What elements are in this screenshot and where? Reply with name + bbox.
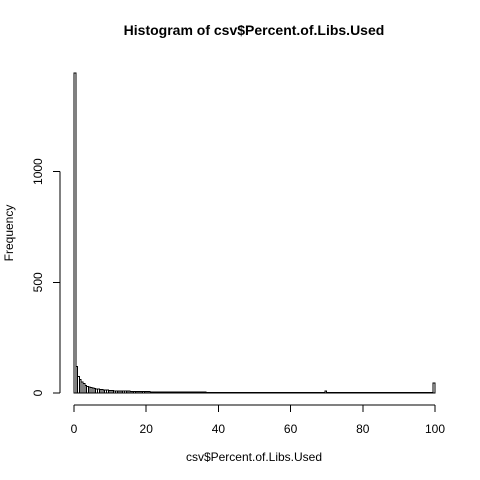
- x-tick-label: 40: [212, 422, 226, 436]
- x-tick-label: 100: [425, 422, 445, 436]
- histogram-bars: [73, 72, 436, 394]
- x-axis-label: csv$Percent.of.Libs.Used: [186, 450, 322, 464]
- y-axis-label: Frequency: [2, 205, 16, 262]
- x-axis: 0 20 40 60 80 100: [71, 404, 445, 436]
- x-tick-label: 60: [284, 422, 298, 436]
- y-tick-label: 1000: [31, 158, 45, 185]
- y-tick-label: 0: [31, 389, 45, 396]
- x-tick-label: 80: [356, 422, 370, 436]
- x-tick-label: 0: [71, 422, 78, 436]
- y-tick-label: 500: [31, 272, 45, 292]
- histogram-bar: [73, 72, 77, 394]
- x-tick-label: 20: [140, 422, 154, 436]
- chart-title: Histogram of csv$Percent.of.Libs.Used: [124, 22, 385, 38]
- y-axis: 0 500 1000: [31, 158, 61, 396]
- histogram-bar: [432, 382, 436, 394]
